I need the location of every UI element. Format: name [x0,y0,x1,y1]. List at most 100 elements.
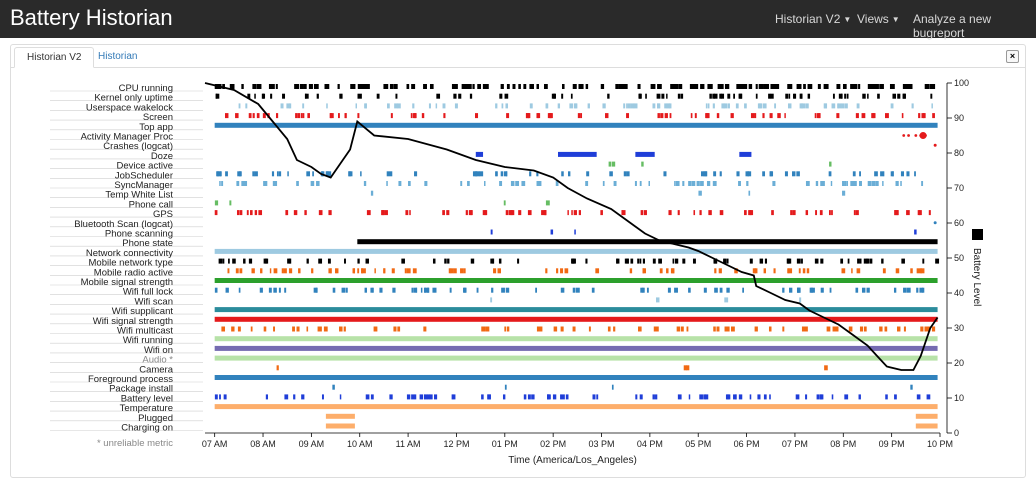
metric-bar [716,113,720,119]
metric-bar [871,181,876,186]
metric-bar [501,287,505,293]
metric-bar [611,161,616,167]
metric-bar [465,210,468,216]
metric-bar [556,268,559,274]
y-tick-label: 40 [954,288,964,298]
metric-bar [772,181,776,186]
metric-bar [935,258,940,264]
metric-bar [902,84,908,89]
metric-bar [232,258,236,264]
metric-bar [686,365,690,371]
metric-bar [481,326,485,332]
metric-bar [735,103,739,109]
metric-bar [472,84,475,89]
y-tick-label: 50 [954,253,964,263]
metric-bar [443,113,446,119]
metric-bar [831,210,833,216]
metric-bar [918,113,921,119]
analyze-bugreport-link[interactable]: Analyze a new bugreport [913,12,992,40]
metric-bar [637,326,642,332]
metric-bar [250,326,253,332]
metric-bar [755,84,758,89]
metric-label: CPU running [119,83,173,94]
tab-historian[interactable]: Historian [98,51,138,62]
metric-bar [393,326,397,332]
metric-bar [361,268,363,274]
metric-bar [537,113,541,119]
metric-bar [286,103,290,109]
metric-bar [371,287,374,293]
metric-bar [527,394,531,400]
metric-bar [326,171,330,177]
metric-bar [308,84,313,89]
metric-bar [641,161,644,167]
metric-bar [916,268,921,274]
metric-bar [269,268,272,274]
metric-bar [306,258,309,264]
metric-bar [924,326,928,332]
metric-bar [847,258,850,264]
metric-label: Phone scanning [105,229,173,240]
metric-bar [828,171,832,177]
metric-bar [305,93,307,99]
metric-bar [922,258,925,264]
close-icon[interactable]: × [1006,50,1019,63]
metric-bar [299,84,304,89]
metric-bar [355,103,357,109]
metric-bar [815,181,819,186]
metric-bar [227,268,230,274]
metric-bar [550,229,554,235]
metric-bar [373,326,378,332]
metric-bar [303,84,307,89]
metric-bar [714,268,717,274]
metric-bar [726,287,730,293]
metric-bar [515,181,520,186]
metric-bar [560,394,562,400]
metric-label: Activity Manager Proc [81,132,174,143]
metric-bar [690,113,693,119]
metric-bar [302,113,305,119]
metric-bar [709,93,712,99]
metric-bar [241,181,245,186]
metric-label: Wifi full lock [123,287,173,298]
metric-bar [394,103,398,109]
tab-historian-v2[interactable]: Historian V2 [14,47,95,68]
metric-bar [879,84,884,89]
metric-bar [278,171,282,177]
metric-bar [659,268,663,274]
metric-bar [364,287,367,293]
historian-v2-menu[interactable]: Historian V2 ▼ [775,12,851,26]
metric-bar [699,394,703,400]
metric-bar [719,93,722,99]
metric-bar [666,93,668,99]
y-tick-label: 70 [954,183,964,193]
views-menu[interactable]: Views ▼ [857,12,900,26]
metric-bar [541,210,545,216]
x-tick-label: 06 PM [734,439,760,449]
metric-bar [288,268,293,274]
metric-bar [805,394,808,400]
x-tick-label: 03 PM [589,439,615,449]
metric-bar [465,84,469,89]
metric-bar [383,84,389,89]
metric-bar [903,93,906,99]
metric-bar [660,113,664,119]
metric-bar [921,181,924,186]
metric-label: Top app [139,122,173,133]
metric-bar [527,210,532,216]
chevron-down-icon: ▼ [843,15,852,24]
metric-bar [567,210,569,216]
metric-bar [256,113,260,119]
metric-label: Wifi signal strength [93,316,173,327]
metric-bar [376,93,380,99]
metric-bar [915,413,938,419]
metric-bar [802,103,806,109]
metric-bar [318,258,323,264]
metric-bar [769,113,773,119]
metric-bar [900,171,905,177]
app-title[interactable]: Battery Historian [10,5,173,30]
metric-bar [353,268,355,274]
metric-bar [412,103,415,109]
metric-bar [555,181,559,186]
